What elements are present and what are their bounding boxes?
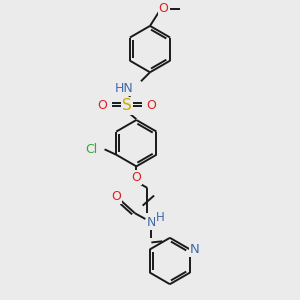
Text: S: S xyxy=(122,98,132,113)
Text: O: O xyxy=(146,99,156,112)
Text: O: O xyxy=(159,2,169,15)
Text: O: O xyxy=(111,190,121,203)
Text: H: H xyxy=(156,212,164,224)
Text: Cl: Cl xyxy=(85,143,98,156)
Text: N: N xyxy=(147,216,156,229)
Text: O: O xyxy=(97,99,107,112)
Text: N: N xyxy=(190,243,200,256)
Text: HN: HN xyxy=(115,82,134,95)
Text: O: O xyxy=(131,171,141,184)
